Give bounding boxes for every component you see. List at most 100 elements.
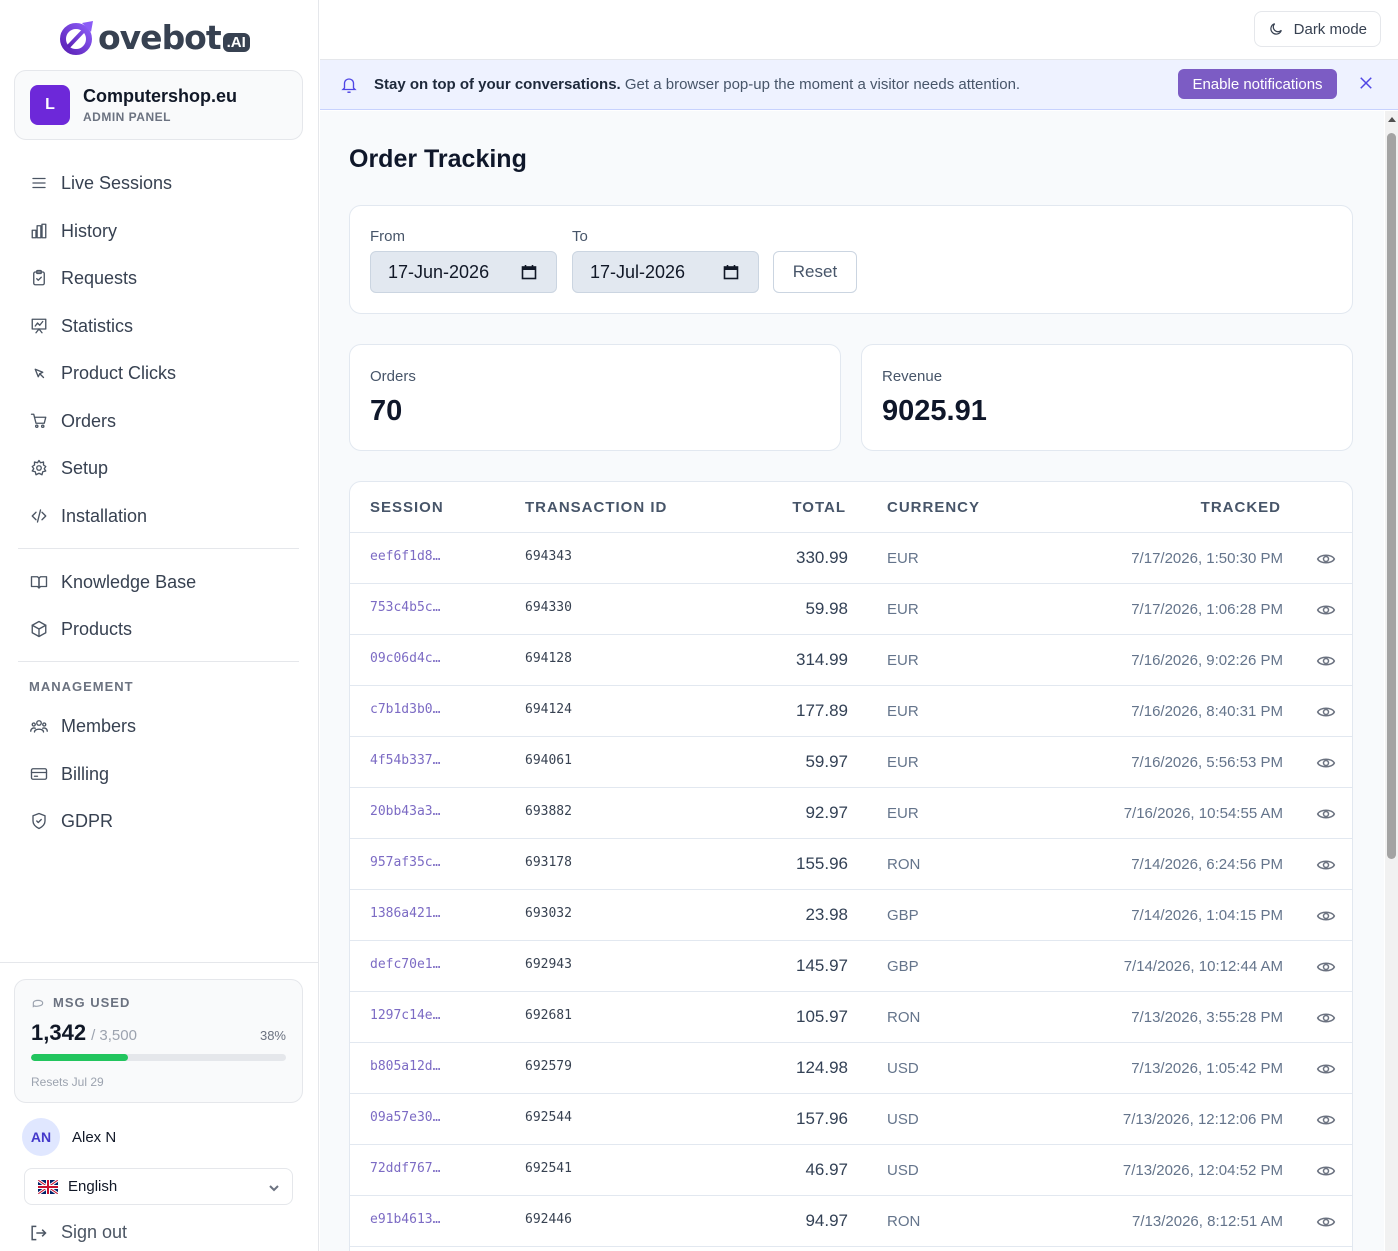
user-profile[interactable]: AN Alex N	[22, 1118, 116, 1156]
chat-bubble-icon	[32, 999, 44, 1007]
session-link[interactable]: 09c06d4c…	[370, 651, 441, 666]
table-row[interactable]: 72ddf767… 692541 46.97 USD 7/13/2026, 12:04:…	[350, 1145, 1352, 1196]
session-link[interactable]: 957af35c…	[370, 855, 441, 870]
table-row[interactable]: 4f54b337… 694061 59.97 EUR 7/16/2026, 5:56:5…	[350, 737, 1352, 788]
scroll-up-arrow-icon[interactable]	[1388, 117, 1396, 122]
nav-label: Orders	[61, 410, 117, 431]
column-header-session[interactable]: SESSION	[370, 499, 444, 516]
scrollbar-thumb[interactable]	[1387, 133, 1396, 859]
table-row[interactable]: 1386a421… 693032 23.98 GBP 7/14/2026, 1:04:1…	[350, 890, 1352, 941]
nav-live-sessions[interactable]: Live Sessions	[28, 168, 172, 198]
currency: USD	[887, 1060, 919, 1077]
session-link[interactable]: 1297c14e…	[370, 1008, 441, 1023]
notice-text: Get a browser pop-up the moment a visito…	[620, 76, 1021, 93]
session-link[interactable]: c7b1d3b0…	[370, 702, 441, 717]
table-row[interactable]: 09c06d4c… 694128 314.99 EUR 7/16/2026, 9:02:…	[350, 635, 1352, 686]
calendar-icon[interactable]	[521, 264, 537, 280]
session-link[interactable]: 20bb43a3…	[370, 804, 441, 819]
eye-icon[interactable]	[1316, 1008, 1336, 1028]
transaction-id: 692446	[525, 1212, 572, 1227]
usage-used: 1,342	[31, 1020, 87, 1045]
tracked-time: 7/17/2026, 1:50:30 PM	[1131, 550, 1283, 567]
from-date-input[interactable]: 17-Jun-2026	[370, 251, 557, 293]
eye-icon[interactable]	[1316, 906, 1336, 926]
main-scrollbar[interactable]	[1385, 111, 1398, 1251]
eye-icon[interactable]	[1316, 804, 1336, 824]
session-link[interactable]: e91b4613…	[370, 1212, 441, 1227]
session-link[interactable]: 753c4b5c…	[370, 600, 441, 615]
workspace-switcher[interactable]: L Computershop.eu ADMIN PANEL	[14, 70, 303, 140]
eye-icon[interactable]	[1316, 957, 1336, 977]
nav-label: History	[61, 220, 118, 241]
currency: EUR	[887, 601, 919, 618]
session-link[interactable]: 72ddf767…	[370, 1161, 441, 1176]
page-title: Order Tracking	[349, 145, 527, 173]
eye-icon[interactable]	[1316, 651, 1336, 671]
column-header-total[interactable]: TOTAL	[792, 499, 846, 516]
eye-icon[interactable]	[1316, 1161, 1336, 1181]
eye-icon[interactable]	[1316, 600, 1336, 620]
eye-icon[interactable]	[1316, 549, 1336, 569]
eye-icon[interactable]	[1316, 1110, 1336, 1130]
dark-mode-toggle[interactable]: Dark mode	[1253, 11, 1381, 47]
to-date-input[interactable]: 17-Jul-2026	[572, 251, 759, 293]
table-row[interactable]: 09a57e30… 692544 157.96 USD 7/13/2026, 12:12…	[350, 1094, 1352, 1145]
reset-button[interactable]: Reset	[773, 251, 857, 293]
close-icon[interactable]	[1357, 74, 1377, 94]
session-link[interactable]: b805a12d…	[370, 1059, 441, 1074]
transaction-id: 692943	[525, 957, 572, 972]
session-link[interactable]: 4f54b337…	[370, 753, 441, 768]
eye-icon[interactable]	[1316, 855, 1336, 875]
nav-products[interactable]: Products	[28, 614, 132, 644]
table-row[interactable]: 20bb43a3… 693882 92.97 EUR 7/16/2026, 10:54:…	[350, 788, 1352, 839]
nav-orders[interactable]: Orders	[28, 406, 116, 436]
nav-setup[interactable]: Setup	[28, 453, 108, 483]
nav-knowledge-base[interactable]: Knowledge Base	[28, 567, 196, 597]
table-row[interactable]: 1297c14e… 692681 105.97 RON 7/13/2026, 3:55:…	[350, 992, 1352, 1043]
usage-percent: 38%	[259, 1028, 286, 1043]
session-link[interactable]: 1386a421…	[370, 906, 441, 921]
table-row[interactable]: c7b1d3b0… 694124 177.89 EUR 7/16/2026, 8:40:…	[350, 686, 1352, 737]
from-date-value: 17-Jun-2026	[388, 261, 490, 282]
workspace-subtitle: ADMIN PANEL	[83, 110, 171, 124]
to-date-value: 17-Jul-2026	[590, 261, 686, 282]
date-filter-card: From 17-Jun-2026 To 17-Jul-2026 Reset	[349, 205, 1353, 314]
table-row[interactable]: b805a12d… 692579 124.98 USD 7/13/2026, 1:05:…	[350, 1043, 1352, 1094]
language-select[interactable]: English	[24, 1168, 293, 1205]
nav-installation[interactable]: Installation	[28, 501, 147, 531]
brand-logo[interactable]: ovebot .AI	[58, 16, 250, 58]
order-total: 124.98	[796, 1058, 848, 1077]
nav-product-clicks[interactable]: Product Clicks	[28, 358, 176, 388]
enable-notifications-button[interactable]: Enable notifications	[1178, 69, 1337, 99]
nav-statistics[interactable]: Statistics	[28, 311, 133, 341]
order-total: 314.99	[796, 650, 848, 669]
session-link[interactable]: 09a57e30…	[370, 1110, 441, 1125]
eye-icon[interactable]	[1316, 1059, 1336, 1079]
eye-icon[interactable]	[1316, 1212, 1336, 1232]
table-row[interactable]: defc70e1… 692943 145.97 GBP 7/14/2026, 10:12…	[350, 941, 1352, 992]
header-divider	[350, 532, 1352, 533]
column-header-transaction-id[interactable]: TRANSACTION ID	[525, 499, 668, 516]
table-row[interactable]: 753c4b5c… 694330 59.98 EUR 7/17/2026, 1:06:2…	[350, 584, 1352, 635]
nav-gdpr[interactable]: GDPR	[28, 806, 113, 836]
nav-requests[interactable]: Requests	[28, 263, 137, 293]
table-row[interactable]: eef6f1d8… 694343 330.99 EUR 7/17/2026, 1:50:…	[350, 533, 1352, 584]
sidebar-footer-divider	[0, 962, 319, 963]
nav-history[interactable]: History	[28, 216, 117, 246]
nav-billing[interactable]: Billing	[28, 759, 109, 789]
table-row[interactable]: 957af35c… 693178 155.96 RON 7/14/2026, 6:24:…	[350, 839, 1352, 890]
calendar-icon[interactable]	[723, 264, 739, 280]
eye-icon[interactable]	[1316, 753, 1336, 773]
nav-members[interactable]: Members	[28, 711, 136, 741]
tracked-time: 7/14/2026, 6:24:56 PM	[1131, 856, 1283, 873]
session-link[interactable]: eef6f1d8…	[370, 549, 441, 564]
order-total: 157.96	[796, 1109, 848, 1128]
session-link[interactable]: defc70e1…	[370, 957, 441, 972]
usage-total: / 3,500	[91, 1027, 137, 1044]
column-header-tracked[interactable]: TRACKED	[1200, 499, 1281, 516]
eye-icon[interactable]	[1316, 702, 1336, 722]
sign-out-label: Sign out	[61, 1222, 128, 1242]
column-header-currency[interactable]: CURRENCY	[887, 499, 981, 516]
table-row[interactable]: e91b4613… 692446 94.97 RON 7/13/2026, 8:12:5…	[350, 1196, 1352, 1247]
sign-out-button[interactable]: Sign out	[28, 1222, 127, 1243]
